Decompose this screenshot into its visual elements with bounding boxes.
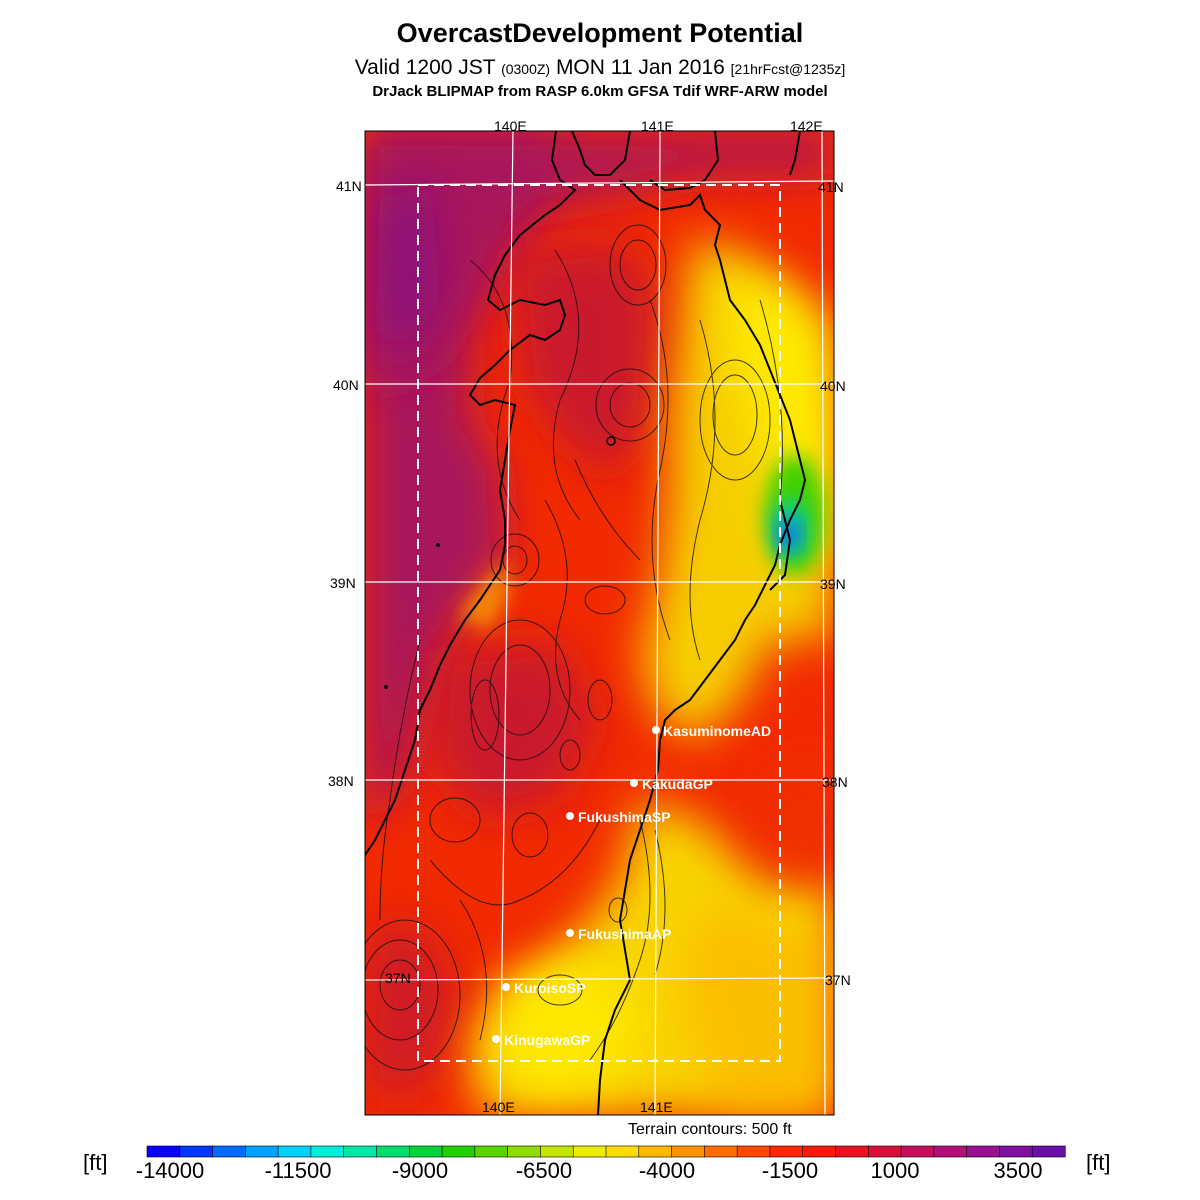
field-north [365,131,834,400]
colorbar-swatch [310,1145,345,1158]
field-inland-mid [430,640,600,820]
lat-label-right-41n: 41N [818,179,844,195]
colorbar-tick-label: -4000 [638,1158,696,1183]
site-dot-kakuda [630,779,638,787]
colorbar-swatch [900,1145,935,1158]
valid-time-line: Valid 1200 JST (0300Z) MON 11 Jan 2016 [… [0,56,1200,80]
colorbar-swatch [999,1145,1033,1158]
colorbar-swatch [507,1145,542,1158]
colorbar-tick-label: 1000 [870,1158,920,1183]
site-dot-kuroiso [502,983,510,991]
map-title: OvercastDevelopment Potential [396,18,804,48]
colorbar-tick-label: -14000 [135,1158,205,1183]
site-dot-kinugawa [492,1035,500,1043]
colorbar-swatch [343,1145,378,1158]
colorbar-unit-right: [ft] [1086,1150,1111,1175]
lake-marker [606,436,616,446]
site-label-fukushima-sp: FukushimaSP [578,809,671,825]
site-markers [492,726,660,1043]
terrain-contours-note: Terrain contours: 500 ft [628,1121,792,1138]
site-label-fukushima-ap: FukushimaAP [578,926,671,942]
colorbar-tick-label: -6500 [515,1158,573,1183]
site-dot-fukushima-ap [566,929,574,937]
colorbar-tick-label: -1500 [761,1158,819,1183]
lat-label-left-40n: 40N [333,377,359,393]
lon-label-top-142e: 142E [790,118,823,134]
colorbar-tick-label: -9000 [391,1158,449,1183]
lat-label-left-37n: 37N [385,970,411,986]
lat-label-left-39n: 39N [330,575,356,591]
colorbar-tick-label: -11500 [264,1158,332,1183]
colorbar-swatch [736,1145,771,1158]
colorbar [146,1145,1066,1158]
colorbar-swatch [408,1145,443,1158]
lon-label-bottom-140e: 140E [482,1099,515,1115]
colorbar-unit-left: [ft] [83,1150,108,1175]
domain-box [417,184,781,1062]
colorbar-swatch [376,1145,410,1158]
model-description: DrJack BLIPMAP from RASP 6.0km GFSA Tdif… [372,83,828,100]
field-inland-south [365,920,460,1100]
field-east-red [760,760,834,880]
colorbar-swatch [441,1145,476,1158]
colorbar-swatch [867,1145,902,1158]
colorbar-swatch [605,1145,640,1158]
graticule [365,131,834,1115]
site-label-kuroiso: KuroisoSP [514,980,586,996]
lat-label-right-37n: 37N [825,972,851,988]
colorbar-swatch [245,1145,279,1158]
axis-labels: 140E 141E 142E 140E 141E 41N 40N 39N 38N… [328,118,851,1115]
island-marker-2 [384,685,388,689]
colorbar-swatch [1031,1145,1066,1158]
colorbar-swatch [638,1145,673,1158]
colorbar-swatch [474,1145,509,1158]
site-dot-fukushima-sp [566,812,574,820]
terrain-contours [365,224,783,1071]
lat-label-right-38n: 38N [822,774,848,790]
colorbar-swatch [540,1145,574,1158]
lat-label-left-38n: 38N [328,773,354,789]
island-marker [436,543,440,547]
field-inland-north [510,240,660,480]
colorbar-swatch [802,1145,837,1158]
site-labels: KasuminomeAD KakudaGP FukushimaSP Fukush… [504,723,771,1048]
lat-label-right-39n: 39N [820,576,846,592]
colorbar-swatch [933,1145,968,1158]
site-label-kasuminome: KasuminomeAD [663,723,771,739]
valid-time: Valid 1200 JST [354,56,496,79]
lon-label-top-141e: 141E [641,118,674,134]
lat-label-right-40n: 40N [820,378,846,394]
colorbar-swatch [179,1145,214,1158]
colorbar-swatch [835,1145,869,1158]
site-dot-kasuminome [652,726,660,734]
field-layer: KasuminomeAD KakudaGP FukushimaSP Fukush… [365,131,834,1115]
colorbar-swatch [277,1145,312,1158]
colorbar-swatch [671,1145,705,1158]
lat-label-left-41n: 41N [336,178,362,194]
colorbar-swatch [146,1145,181,1158]
lon-label-top-140e: 140E [494,118,527,134]
colorbar-swatch [704,1145,738,1158]
colorbar-tick-label: 3500 [993,1158,1043,1183]
forecast-run: [21hrFcst@1235z] [730,61,846,77]
field-northwest-peak [375,180,440,360]
forecast-date: MON 11 Jan 2016 [555,56,725,79]
colorbar-swatch [572,1145,607,1158]
site-label-kakuda: KakudaGP [642,776,713,792]
colorbar-swatch [966,1145,1001,1158]
site-label-kinugawa: KinugawaGP [504,1032,590,1048]
colorbar-swatch [212,1145,246,1158]
lon-label-bottom-141e: 141E [640,1099,673,1115]
utc-time: (0300Z) [501,61,551,77]
colorbar-swatch [769,1145,804,1158]
map-frame [364,130,835,1116]
